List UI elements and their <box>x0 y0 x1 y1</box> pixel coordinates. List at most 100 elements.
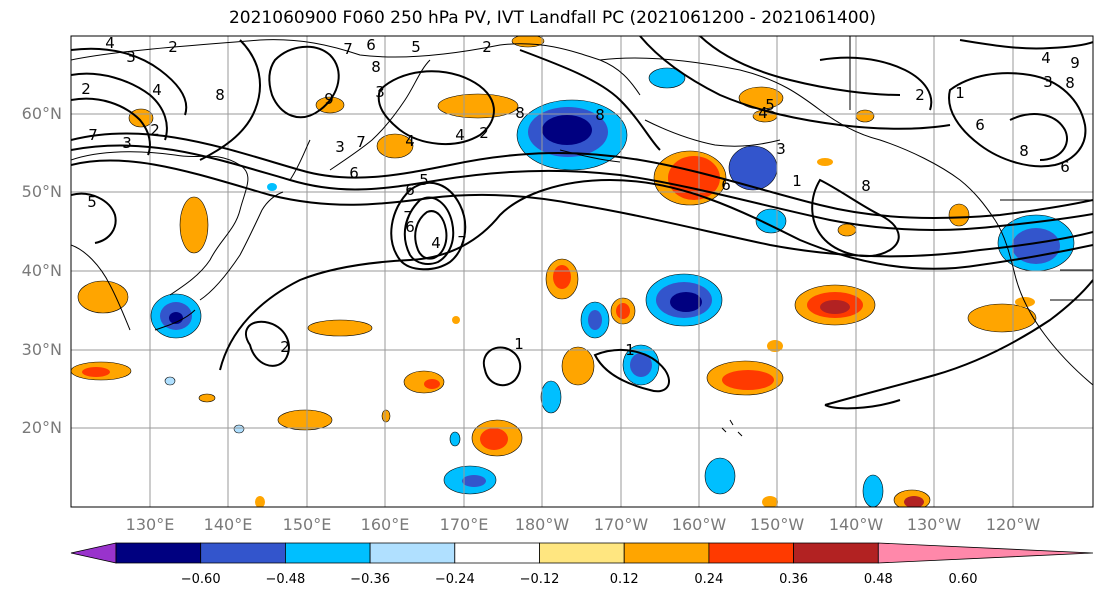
lon-label: 140°W <box>828 515 884 534</box>
colorbar-segment <box>200 542 286 564</box>
negative-anomaly-south-core <box>462 475 486 487</box>
contour-label: 3 <box>375 83 385 101</box>
pv-contour-1 <box>824 279 1093 410</box>
pv-contour <box>71 192 117 244</box>
positive-anomaly-small <box>307 319 373 337</box>
pv-contour-closed <box>245 320 290 367</box>
lat-label: 50°N <box>21 182 62 201</box>
colorbar-tick-label: −0.24 <box>434 572 475 587</box>
lon-label: 120°W <box>985 515 1041 534</box>
asia-coast <box>71 151 249 296</box>
contour-label: 8 <box>595 106 605 124</box>
negative-anomaly-central <box>645 273 723 327</box>
negative-anomaly-gulf <box>728 145 778 191</box>
contour-label: 7 <box>457 233 467 251</box>
contour-label: 2 <box>280 338 290 356</box>
lon-label: 160°E <box>360 515 410 534</box>
pv-contour <box>639 36 951 130</box>
contour-label: 6 <box>405 181 415 199</box>
contour-label: 1 <box>955 84 965 102</box>
negative-anomaly-tiny <box>267 183 277 191</box>
pv-contour-closed <box>268 45 340 119</box>
contour-label: 3 <box>122 134 132 152</box>
pv-contour-closed <box>593 349 670 393</box>
contour-label: 4 <box>1041 49 1051 67</box>
lat-label: 60°N <box>21 104 62 123</box>
lat-label: 40°N <box>21 261 62 280</box>
positive-anomaly-small <box>948 203 970 227</box>
colorbar-tick-label: 0.24 <box>694 572 724 587</box>
north-america-coast <box>599 57 1093 386</box>
pv-contour-closed <box>377 70 495 146</box>
contour-label: 4 <box>758 104 768 122</box>
contour-label: 6 <box>1060 158 1070 176</box>
contour-label: 4 <box>105 34 115 52</box>
coastlines <box>71 36 1093 437</box>
contour-label: 3 <box>126 48 136 66</box>
lon-label: 150°W <box>749 515 805 534</box>
lon-label: 170°W <box>593 515 649 534</box>
contour-label: 8 <box>215 86 225 104</box>
contour-label: 4 <box>455 126 465 144</box>
contour-label: 1 <box>625 341 635 359</box>
contour-label: 5 <box>765 96 775 114</box>
contour-label: 7 <box>356 133 366 151</box>
colorbar-tick-label: −0.48 <box>265 572 306 587</box>
positive-anomaly-tiny <box>198 393 216 403</box>
contour-label: 1 <box>514 335 524 353</box>
contour-label: 3 <box>1043 73 1053 91</box>
japan-coast <box>199 191 284 301</box>
negative-anomaly-aleutian <box>516 99 628 171</box>
positive-anomaly-small <box>855 109 875 123</box>
positive-anomaly-tiny <box>381 409 391 423</box>
pv-contour <box>71 72 168 141</box>
lon-label: 170°E <box>439 515 489 534</box>
japan-south-coast <box>154 309 196 331</box>
positive-anomaly-tiny <box>452 316 460 324</box>
colorbar-extend-low <box>70 542 117 564</box>
lon-label: 130°E <box>125 515 175 534</box>
positive-anomaly-tiny <box>762 496 778 507</box>
lon-label: 140°E <box>203 515 253 534</box>
colorbar-tick-label: 0.36 <box>779 572 809 587</box>
contour-label: 3 <box>335 138 345 156</box>
positive-anomaly-small-core <box>82 367 110 377</box>
positive-anomaly-tiny <box>767 340 783 352</box>
pv-contour-closed <box>390 181 467 271</box>
alaska-peninsula <box>644 119 781 147</box>
positive-anomaly-small <box>511 36 545 48</box>
pv-contour <box>699 36 901 96</box>
contour-label: 5 <box>87 193 97 211</box>
contour-label: 4 <box>152 81 162 99</box>
contour-label: 6 <box>405 218 415 236</box>
colorbar-segment <box>539 542 625 564</box>
pv-contour <box>819 56 933 111</box>
contour-label: 7 <box>343 40 353 58</box>
state-borders <box>1000 199 1093 301</box>
contour-label: 6 <box>349 164 359 182</box>
contour-label: 2 <box>482 38 492 56</box>
colorbar-tick-label: −0.36 <box>350 572 391 587</box>
contour-label: 8 <box>371 58 381 76</box>
positive-anomaly-small <box>315 96 345 114</box>
lat-label: 30°N <box>21 340 62 359</box>
positive-anomaly-small <box>179 196 209 254</box>
positive-anomaly-tiny <box>255 496 265 507</box>
colorbar-segment <box>793 542 879 564</box>
positive-anomaly-small <box>376 133 414 159</box>
colorbar-segment <box>284 542 371 564</box>
negative-anomaly-small-core <box>588 310 602 330</box>
contour-label: 7 <box>403 208 413 226</box>
positive-anomaly-small <box>437 93 519 119</box>
pv-contour-closed <box>811 178 900 258</box>
hawaii <box>721 419 743 437</box>
colorbar-segment <box>623 542 710 564</box>
pv-contour <box>519 49 661 151</box>
map-title: 2021060900 F060 250 hPa PV, IVT Landfall… <box>228 8 876 28</box>
aleutians <box>559 149 621 163</box>
positive-anomaly-hawaii <box>706 360 784 396</box>
colorbar-segment <box>708 542 794 564</box>
colorbar-segment <box>369 542 456 564</box>
